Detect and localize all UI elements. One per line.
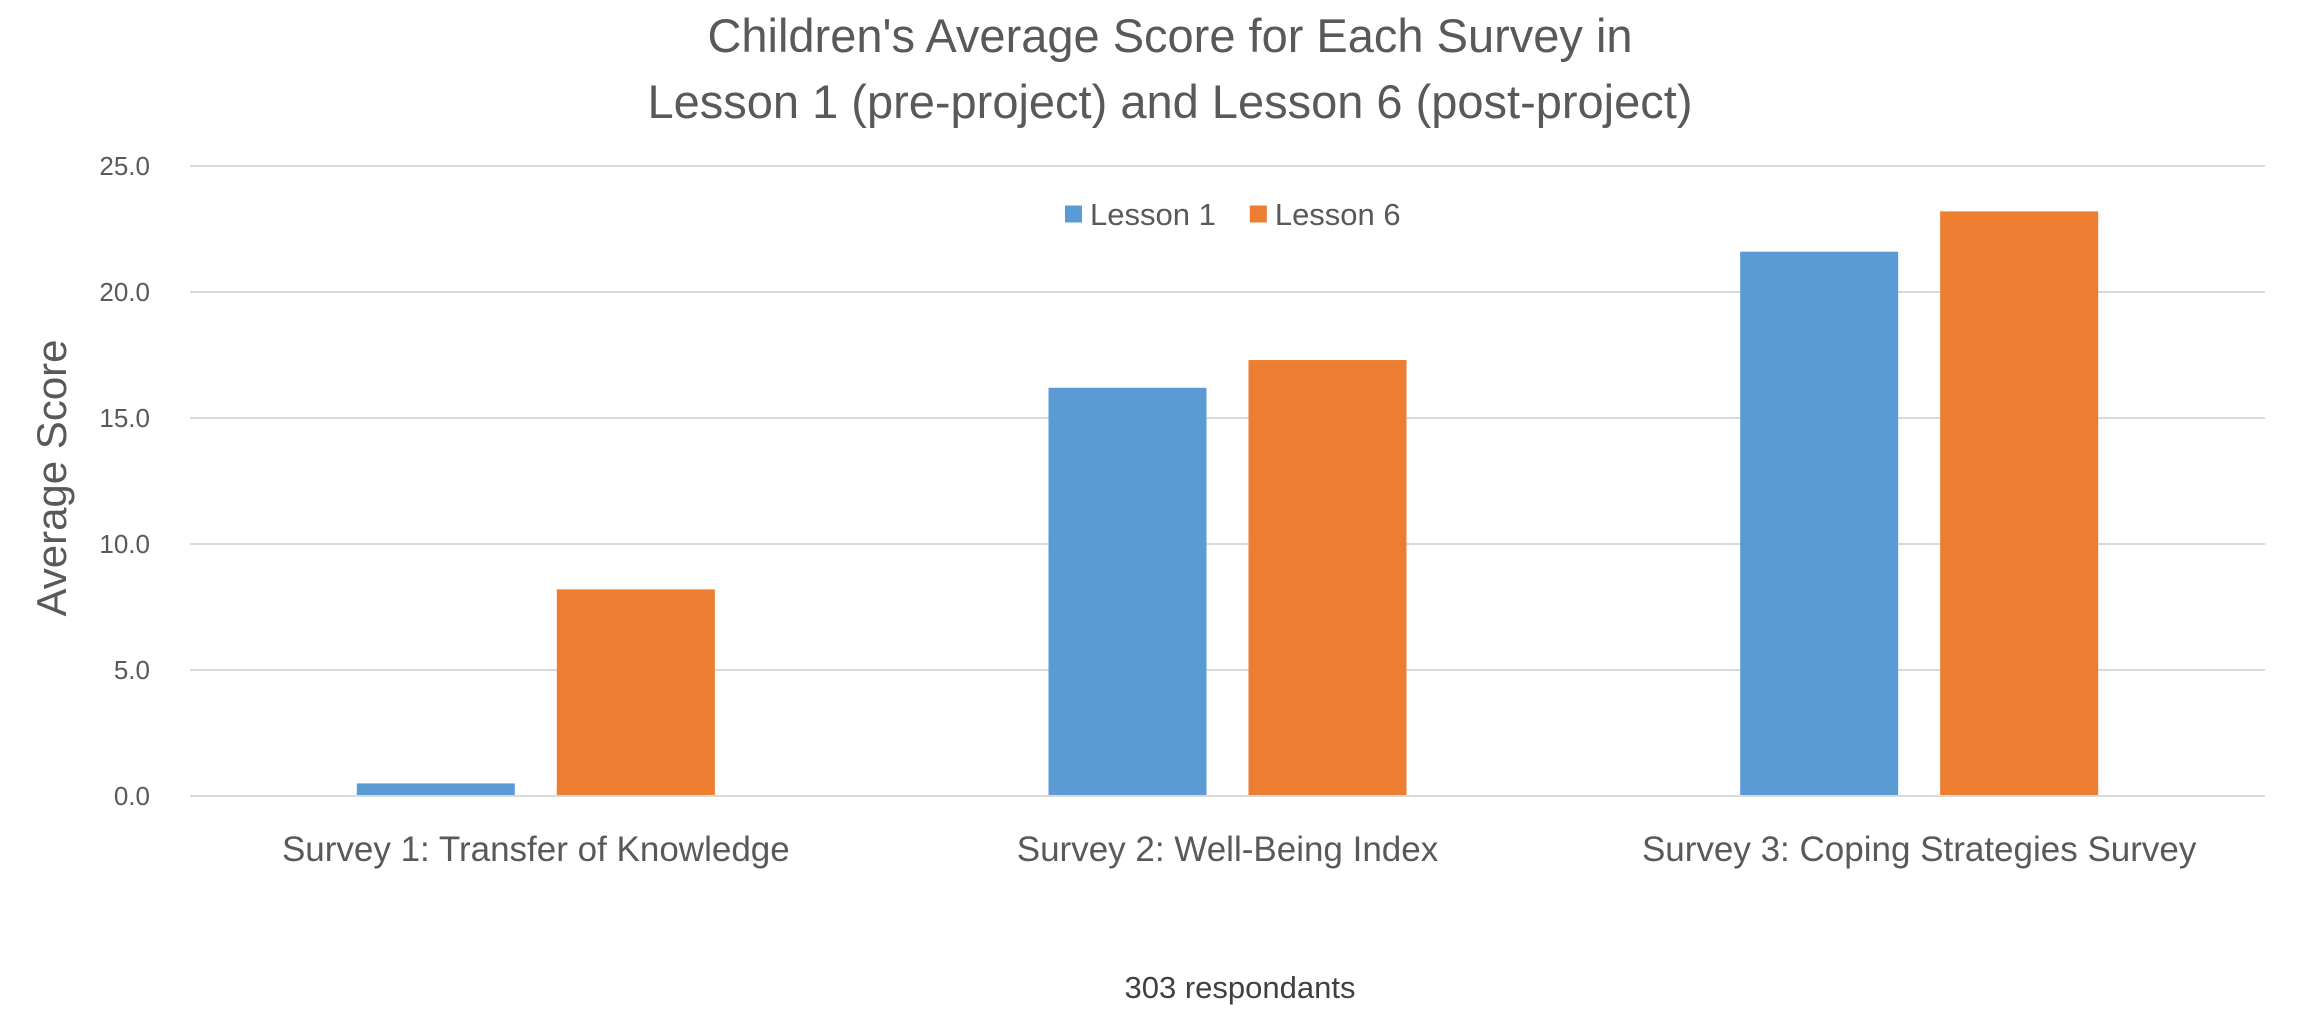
legend-label-lesson-6: Lesson 6 (1275, 197, 1401, 232)
x-axis-title: 303 respondants (1125, 970, 1356, 1005)
gridlines (190, 165, 2265, 671)
x-axis-categories: Survey 1: Transfer of Knowledge Survey 2:… (282, 830, 2197, 869)
y-tick-label: 0.0 (114, 781, 150, 811)
bar-lesson-1-survey-1 (356, 783, 515, 796)
y-tick-label: 10.0 (99, 529, 150, 559)
bar-lesson-6-survey-1 (556, 589, 715, 796)
legend-swatch-lesson-6 (1249, 205, 1267, 223)
bars (356, 211, 2099, 797)
legend-swatch-lesson-1 (1065, 205, 1082, 223)
y-axis-label: Average Score (28, 339, 75, 616)
y-axis-ticks: 0.0 5.0 10.0 15.0 20.0 25.0 (99, 151, 150, 811)
chart-title-line-1: Children's Average Score for Each Survey… (707, 9, 1632, 62)
y-tick-label: 15.0 (99, 403, 150, 433)
bar-lesson-1-survey-2 (1048, 387, 1207, 796)
chart-title-line-2: Lesson 1 (pre-project) and Lesson 6 (pos… (648, 75, 1693, 128)
legend: Lesson 1 Lesson 6 (1065, 197, 1401, 232)
bar-lesson-6-survey-2 (1248, 360, 1407, 796)
bar-lesson-1-survey-3 (1740, 251, 1899, 796)
x-category-label: Survey 2: Well-Being Index (1017, 830, 1439, 869)
y-tick-label: 20.0 (99, 277, 150, 307)
legend-label-lesson-1: Lesson 1 (1090, 197, 1216, 232)
x-category-label: Survey 3: Coping Strategies Survey (1642, 830, 2197, 869)
bar-lesson-6-survey-3 (1940, 211, 2099, 797)
y-tick-label: 25.0 (99, 151, 150, 181)
x-category-label: Survey 1: Transfer of Knowledge (282, 830, 790, 869)
y-tick-label: 5.0 (114, 655, 150, 685)
